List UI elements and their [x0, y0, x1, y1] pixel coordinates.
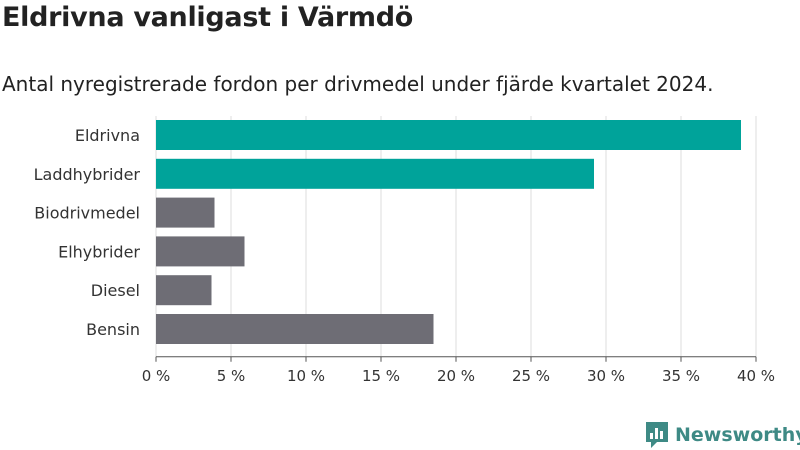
- newsworthy-logo: Newsworthy: [644, 420, 800, 450]
- x-axis-ticks: 0 % 5 % 10 % 15 % 20 % 25 % 30 % 35 % 40 %: [142, 356, 775, 385]
- brand-name: Newsworthy: [675, 424, 800, 446]
- x-tick-label: 5 %: [217, 367, 246, 385]
- bar-chart-bubble-icon: [646, 422, 668, 448]
- bar-diesel: [156, 275, 212, 306]
- bar-bensin: [156, 314, 434, 344]
- category-label: Biodrivmedel: [34, 204, 140, 223]
- bars: [156, 120, 741, 344]
- x-tick-label: 0 %: [142, 367, 171, 385]
- chart-title: Eldrivna vanligast i Värmdö: [2, 2, 414, 33]
- category-labels: Eldrivna Laddhybrider Biodrivmedel Elhybrid…: [34, 126, 141, 339]
- chart-subtitle: Antal nyregistrerade fordon per drivmede…: [2, 72, 714, 96]
- category-label: Diesel: [91, 281, 140, 300]
- bar-chart: Eldrivna Laddhybrider Biodrivmedel Elhybrid…: [34, 116, 775, 385]
- x-tick-label: 40 %: [737, 367, 775, 385]
- category-label: Elhybrider: [58, 242, 140, 261]
- category-label: Eldrivna: [75, 126, 140, 145]
- x-tick-label: 20 %: [437, 367, 475, 385]
- x-tick-label: 35 %: [662, 367, 700, 385]
- category-label: Laddhybrider: [34, 165, 141, 184]
- x-tick-label: 30 %: [587, 367, 625, 385]
- bar-biodrivmedel: [156, 197, 215, 228]
- x-tick-label: 10 %: [287, 367, 325, 385]
- x-tick-label: 25 %: [512, 367, 550, 385]
- bar-elhybrider: [156, 236, 245, 267]
- bar-laddhybrider: [156, 158, 594, 189]
- gridlines: [155, 116, 757, 357]
- x-tick-label: 15 %: [362, 367, 400, 385]
- category-label: Bensin: [86, 320, 140, 339]
- bar-eldrivna: [156, 120, 741, 150]
